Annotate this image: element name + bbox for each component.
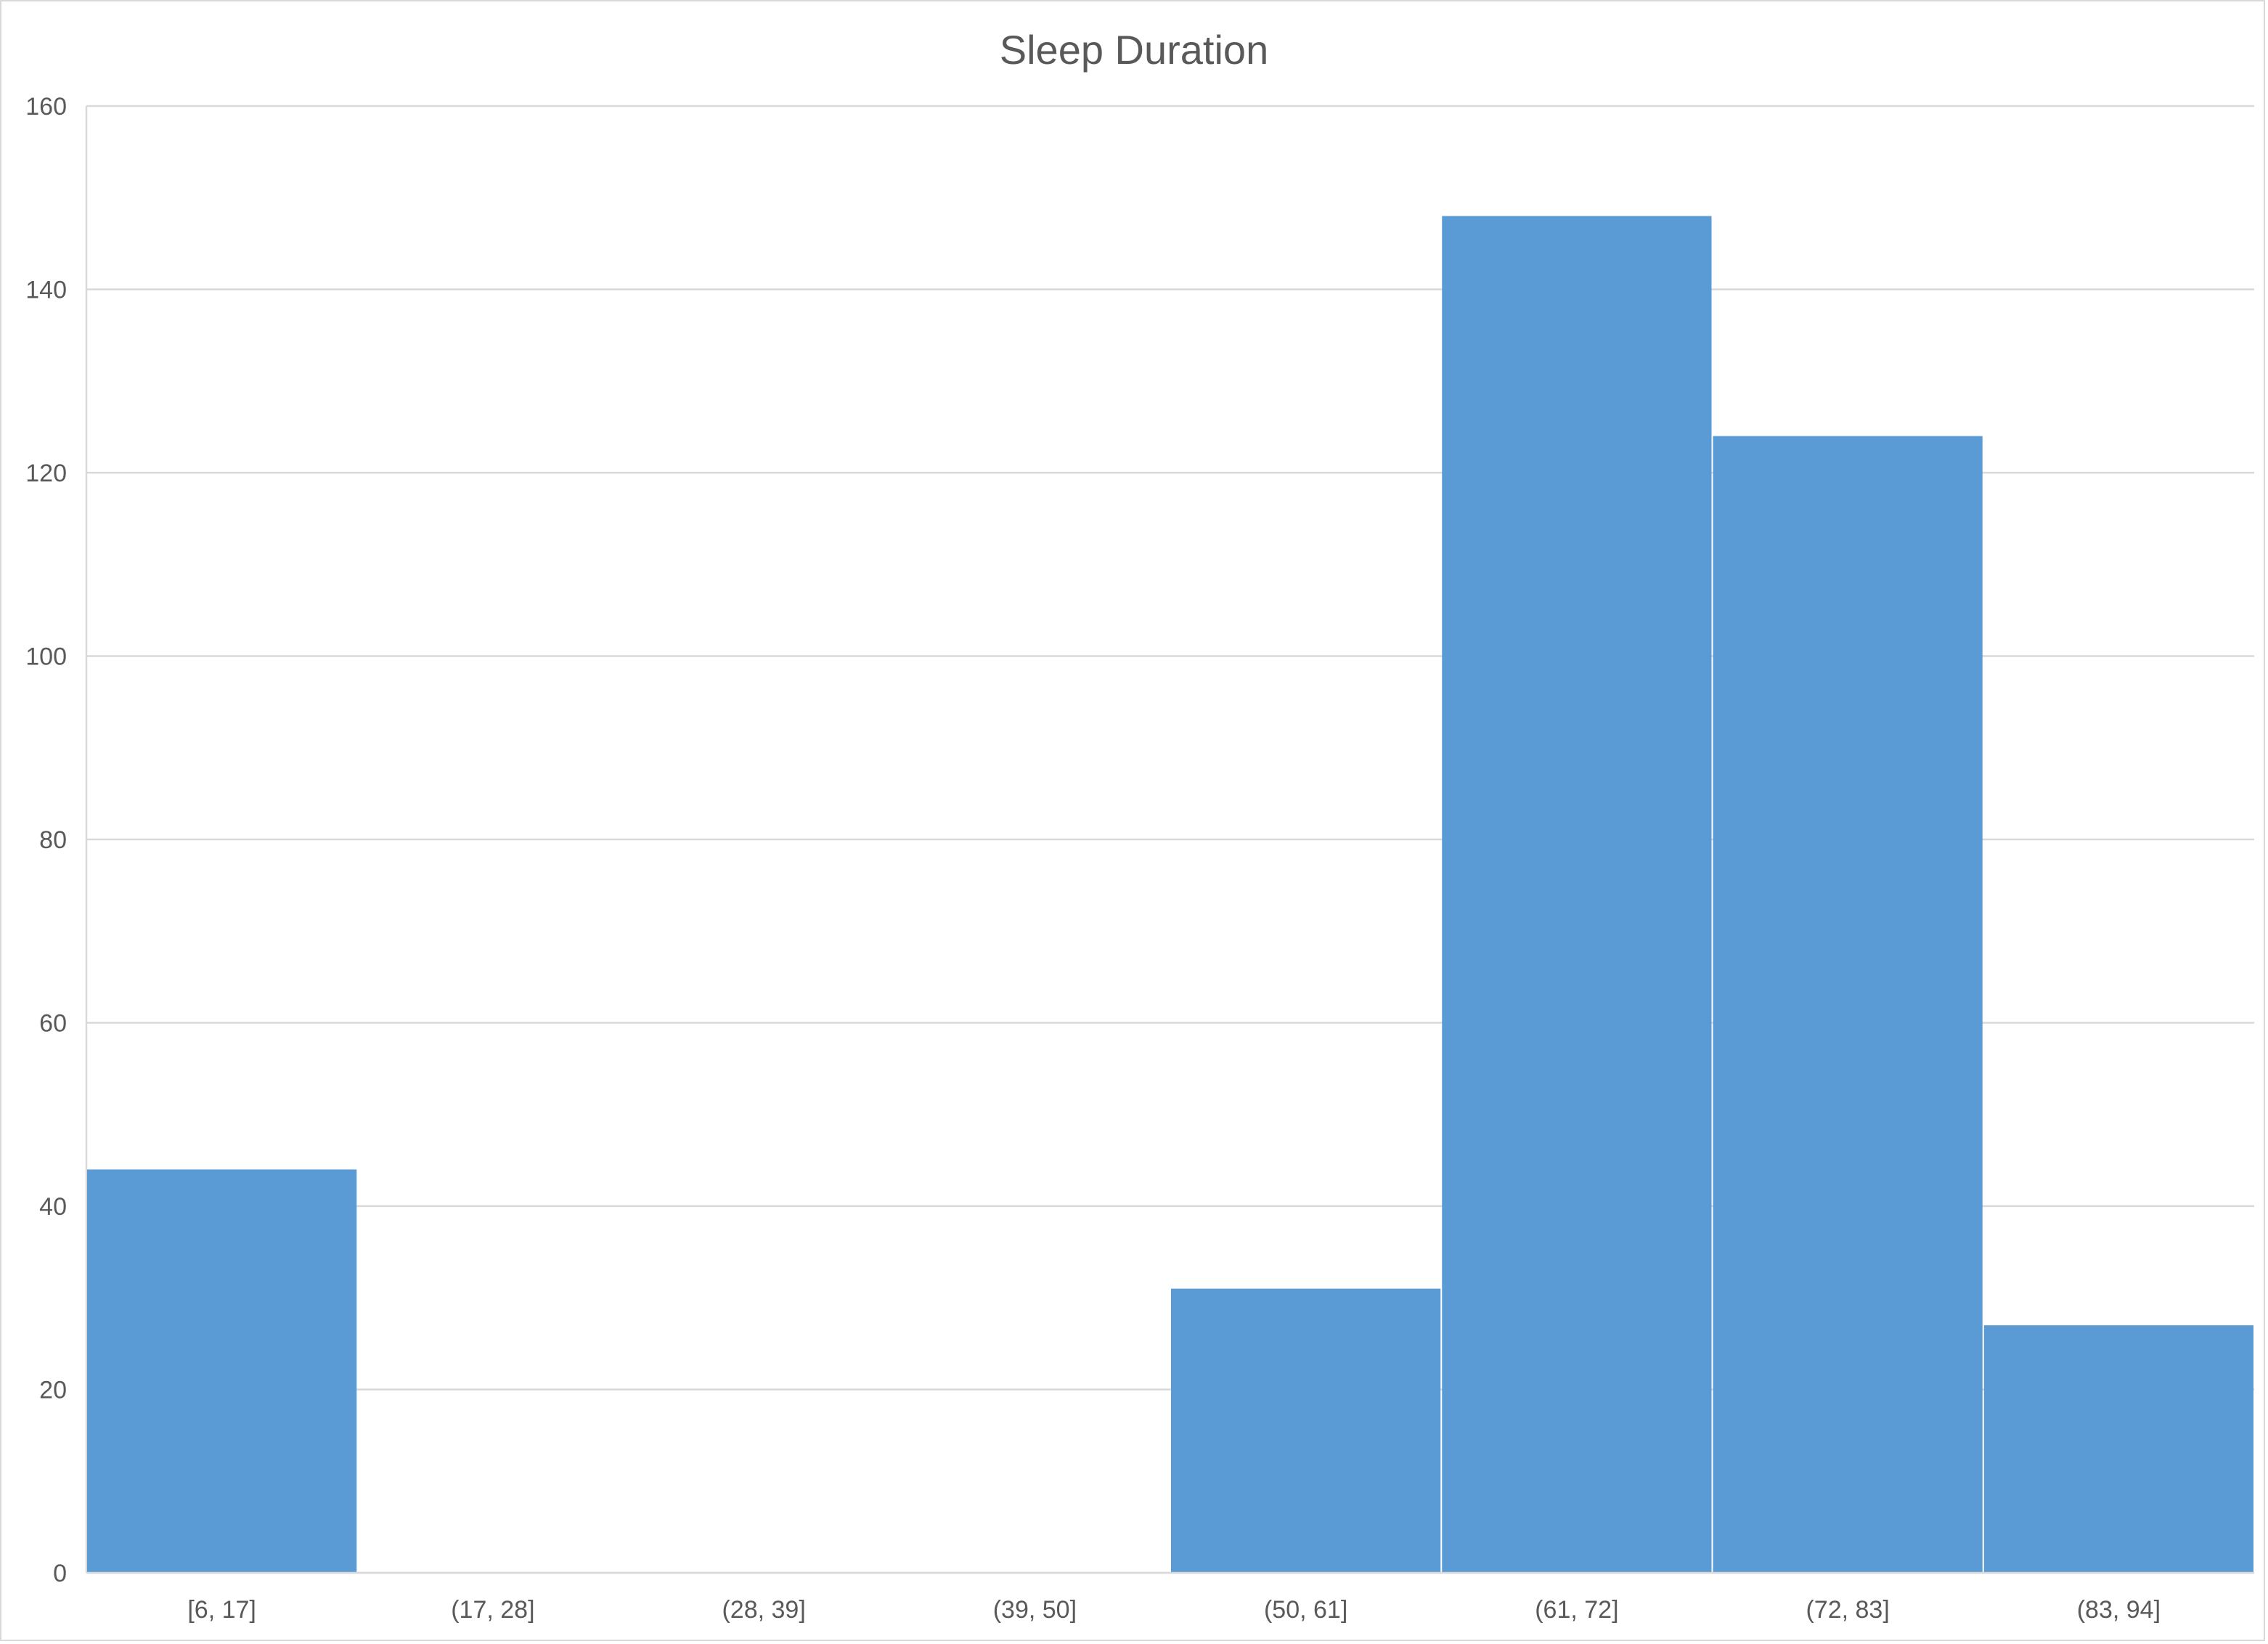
- y-tick-label: 0: [53, 1560, 67, 1587]
- x-tick-label: (72, 83]: [1806, 1596, 1889, 1624]
- bars: [86, 216, 2254, 1574]
- x-tick-label: [6, 17]: [187, 1596, 256, 1624]
- y-tick-label: 140: [25, 277, 67, 304]
- y-tick-label: 120: [25, 460, 67, 487]
- x-tick-label: (28, 39]: [722, 1596, 805, 1624]
- x-tick-label: (61, 72]: [1535, 1596, 1618, 1624]
- bar: [87, 1169, 357, 1573]
- bar: [1171, 1288, 1441, 1573]
- bar: [1983, 1325, 2253, 1573]
- x-axis-ticks: [6, 17] (17, 28] (28, 39] (39, 50] (50, 61] (…: [187, 1596, 2161, 1624]
- bar: [1713, 436, 1983, 1573]
- y-axis-ticks: 0 20 40 60 80 100 120 140 160: [25, 93, 67, 1587]
- y-tick-label: 20: [39, 1377, 67, 1404]
- chart-title: Sleep Duration: [1000, 27, 1268, 73]
- x-tick-label: (39, 50]: [993, 1596, 1077, 1624]
- y-tick-label: 100: [25, 643, 67, 671]
- y-tick-label: 40: [39, 1193, 67, 1221]
- gridlines: [85, 105, 2254, 1574]
- x-tick-label: (83, 94]: [2077, 1596, 2161, 1624]
- x-tick-label: (17, 28]: [451, 1596, 534, 1624]
- bar: [1442, 216, 1712, 1573]
- y-tick-label: 80: [39, 826, 67, 854]
- y-tick-label: 160: [25, 93, 67, 121]
- x-tick-label: (50, 61]: [1264, 1596, 1347, 1624]
- y-tick-label: 60: [39, 1010, 67, 1038]
